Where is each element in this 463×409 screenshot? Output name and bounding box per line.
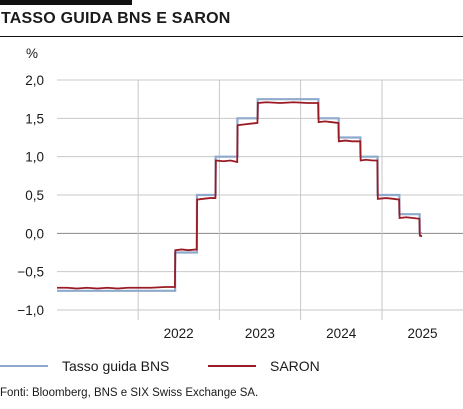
y-tick-label: −0,5: [17, 265, 44, 280]
chart-title: TASSO GUIDA BNS E SARON: [1, 10, 231, 27]
y-tick-label: 0,0: [25, 226, 44, 241]
x-tick-label: 2025: [407, 326, 437, 341]
legend-item-snb: Tasso guida BNS: [0, 358, 169, 374]
label-layer: % 2,0 1,5 1,0 0,5 0,0 −0,5 −1,0 2022 2023 2024 2025: [17, 46, 437, 341]
legend-label-saron: SARON: [270, 358, 320, 374]
y-tick-label: 2,0: [25, 73, 44, 88]
x-tick-label: 2024: [326, 326, 357, 341]
y-axis-unit-label: %: [26, 46, 38, 61]
legend-label-snb: Tasso guida BNS: [62, 358, 170, 374]
y-tick-label: 0,5: [25, 188, 44, 203]
legend: Tasso guida BNS SARON: [0, 358, 463, 378]
title-accent-bar: [0, 0, 132, 5]
y-tick-label: 1,5: [25, 111, 44, 126]
legend-swatch-saron: [208, 365, 256, 367]
x-tick-label: 2023: [245, 326, 275, 341]
y-tick-label: 1,0: [25, 150, 44, 165]
title-divider: [0, 36, 463, 37]
series-layer: [57, 98, 423, 292]
source-note: Fonti: Bloomberg, BNS e SIX Swiss Exchan…: [0, 387, 259, 399]
legend-item-saron: SARON: [208, 358, 320, 374]
legend-swatch-snb: [0, 365, 48, 367]
x-tick-label: 2022: [164, 326, 194, 341]
series-line-saron: [57, 101, 423, 290]
y-tick-label: −1,0: [17, 303, 44, 318]
chart-area: % 2,0 1,5 1,0 0,5 0,0 −0,5 −1,0 2022 2023 2024 2025: [17, 46, 463, 341]
grid-layer: [57, 79, 463, 320]
